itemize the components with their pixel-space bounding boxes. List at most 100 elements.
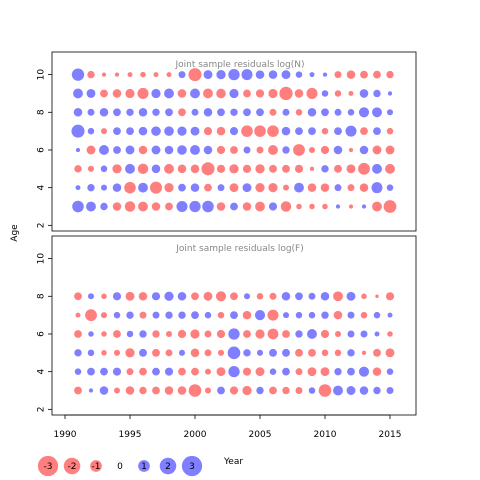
residual-bubble [228,366,240,378]
residual-bubble [282,146,290,154]
residual-bubble [321,127,329,135]
residual-bubble [333,385,343,396]
residual-bubble [348,204,354,209]
residual-bubble [164,88,174,99]
panel-log-n-title: Joint sample residuals log(N) [174,60,304,70]
residual-bubble [279,86,293,101]
y-tick-label: 8 [37,109,47,115]
residual-bubble [282,330,290,338]
residual-bubble [74,386,82,395]
residual-bubble [360,127,368,136]
residual-bubble [125,88,135,99]
residual-bubble [360,330,368,338]
residual-bubble [334,349,342,357]
y-tick-label: 4 [37,369,47,375]
residual-bubble [151,88,161,99]
y-tick-label: 4 [37,185,47,191]
residual-bubble [87,367,95,376]
residual-bubble [387,312,393,318]
residual-bubble [152,311,160,319]
residual-bubble [321,90,329,97]
bubble-size-legend: -3 -2 -1 0 1 2 3 [37,455,203,477]
residual-bubble [177,145,187,155]
residual-bubble [320,329,330,339]
residual-bubble [152,367,160,376]
residual-bubble [204,349,212,357]
residual-bubble [191,367,199,376]
residual-bubble [347,184,355,192]
residual-bubble [361,350,367,355]
residual-bubble [373,70,381,79]
residual-bubble [268,145,278,155]
residual-bubble [204,387,212,394]
residual-bubble [254,125,266,137]
residual-bubble [178,183,186,192]
residual-bubble [87,127,95,135]
residual-bubble [216,88,226,99]
residual-bubble [124,181,136,194]
residual-bubble [295,387,303,395]
residual-bubble [125,348,135,358]
residual-bubble [73,108,83,117]
residual-bubble [242,310,252,320]
residual-bubble [308,127,316,136]
residual-bubble [217,349,225,356]
residual-bubble [86,89,96,98]
residual-bubble [372,201,382,212]
residual-bubble [256,146,264,154]
x-tick-label: 2005 [249,430,272,440]
residual-bubble [358,107,370,118]
residual-bubble [139,311,147,319]
y-axis-label: Age [10,224,20,242]
residual-bubble [307,367,317,377]
residual-bubble [101,331,107,337]
residual-bubble [309,166,315,171]
residual-bubble [385,292,395,301]
residual-bubble [361,204,367,209]
residual-bubble [386,368,394,375]
panel-log-n: Joint sample residuals log(N) 2 4 6 8 10 [37,51,417,232]
residual-bubble [295,311,303,319]
residual-bubble [152,386,160,395]
residual-bubble [152,330,160,338]
residual-bubble [100,128,108,135]
residual-bubble [139,330,147,338]
residual-bubble [101,72,107,77]
residual-bubble [177,329,187,339]
residual-bubble [361,293,367,300]
residual-bubble [151,126,161,136]
residual-bubble [269,386,277,395]
residual-bubble [190,126,200,136]
residual-bubble [307,183,317,192]
residual-bubble [256,386,264,395]
residual-bubble [230,202,238,211]
residual-bubble [73,88,83,99]
residual-bubble [256,293,264,300]
residual-bubble [151,292,161,301]
residual-bubble [204,183,212,192]
legend-label: 1 [141,462,147,472]
residual-bubble [241,125,253,137]
residual-bubble [100,367,108,376]
residual-bubble [254,310,266,321]
residual-bubble [386,70,394,79]
residual-bubble [242,164,252,173]
residual-bubble [347,367,355,376]
residual-bubble [125,163,135,174]
legend-bubble [181,455,203,477]
residual-bubble [188,68,202,82]
residual-bubble [282,367,290,376]
residual-bubble [360,311,368,319]
legend-label: -1 [92,462,101,472]
residual-bubble [74,330,82,338]
residual-bubble [372,163,382,174]
residual-bubble [178,349,186,356]
residual-bubble [203,291,213,301]
residual-bubble [268,70,278,79]
residual-bubble [138,145,148,155]
residual-bubble [165,349,173,357]
residual-bubble [386,387,394,395]
residual-bubble [228,328,240,340]
residual-bubble [71,68,85,81]
residual-bubble [242,385,252,396]
